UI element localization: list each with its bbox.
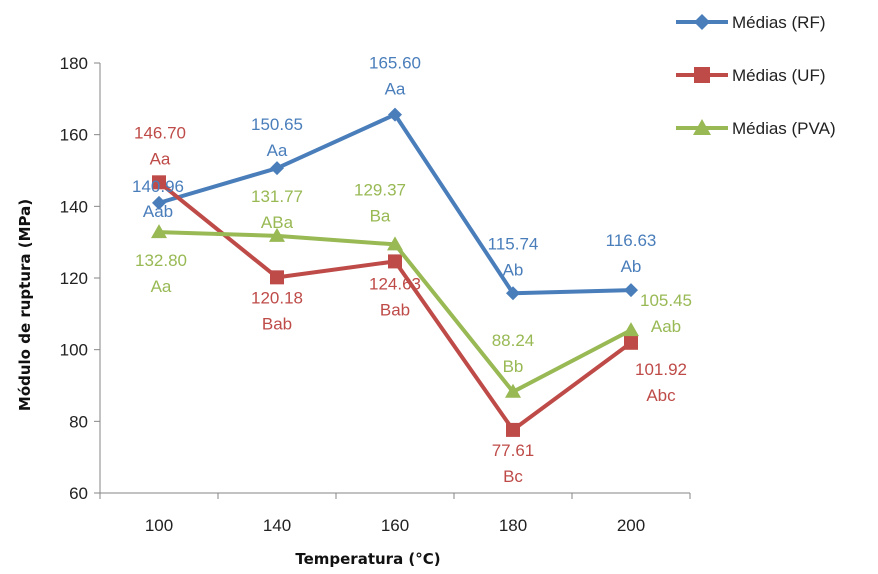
data-point-marker	[623, 322, 639, 337]
legend-entry: Médias (RF)	[732, 13, 826, 32]
data-point-marker	[388, 107, 402, 122]
significance-label: Aa	[150, 149, 171, 168]
significance-label: Bc	[503, 467, 523, 486]
significance-label: Ba	[370, 206, 391, 225]
data-point-marker	[388, 254, 402, 269]
legend-marker	[694, 14, 710, 30]
data-label: 150.65	[251, 115, 303, 134]
significance-label: Ab	[621, 257, 642, 276]
y-tick-label: 180	[60, 54, 88, 73]
data-point-marker	[624, 283, 638, 298]
series-lines	[151, 107, 639, 437]
legend-entry: Médias (PVA)	[732, 119, 836, 138]
data-label: 105.45	[640, 291, 692, 310]
data-label: 129.37	[354, 180, 406, 199]
data-point-marker	[506, 422, 520, 437]
x-tick-label: 200	[617, 516, 645, 535]
significance-label: Aa	[267, 141, 288, 160]
data-label: 88.24	[492, 331, 535, 350]
data-point-marker	[151, 224, 167, 239]
significance-label: Ab	[503, 260, 524, 279]
data-point-marker	[506, 286, 520, 301]
y-tick-label: 140	[60, 197, 88, 216]
data-label: 131.77	[251, 187, 303, 206]
legend-entry: Médias (UF)	[732, 66, 826, 85]
data-label: 124.63	[369, 274, 421, 293]
data-label: 120.18	[251, 288, 303, 307]
data-label: 140.96	[132, 177, 184, 196]
x-axis-title: Temperatura (°C)	[295, 550, 440, 568]
significance-label: ABa	[261, 213, 294, 232]
significance-label: Bab	[262, 314, 292, 333]
data-label: 146.70	[134, 123, 186, 142]
x-tick-label: 160	[381, 516, 409, 535]
data-point-marker	[152, 175, 166, 190]
x-tick-label: 140	[263, 516, 291, 535]
legend: Médias (RF) Médias (UF) Médias (PVA)	[676, 13, 836, 138]
significance-label: Aa	[151, 277, 172, 296]
significance-label: Aa	[385, 80, 406, 99]
significance-label: Aab	[143, 202, 173, 221]
legend-marker	[694, 67, 710, 83]
y-tick-label: 100	[60, 341, 88, 360]
data-label: 116.63	[606, 231, 657, 250]
y-tick-label: 120	[60, 269, 88, 288]
data-point-marker	[505, 383, 521, 398]
data-label: 115.74	[488, 234, 539, 253]
legend-marker	[693, 119, 711, 135]
y-tick-label: 60	[69, 484, 88, 503]
data-point-marker	[387, 236, 403, 251]
y-tick-label: 80	[69, 412, 88, 431]
data-label: 77.61	[492, 441, 535, 460]
data-point-marker	[269, 227, 285, 242]
x-tick-label: 100	[145, 516, 173, 535]
y-tick-label: 160	[60, 126, 88, 145]
data-labels: 140.96 Aab 150.65 Aa 165.60 Aa 115.74 Ab 116.63 A…	[132, 54, 692, 486]
significance-label: Aab	[651, 317, 681, 336]
data-point-marker	[624, 335, 638, 350]
x-tick-label: 180	[499, 516, 527, 535]
significance-label: Bab	[380, 300, 410, 319]
significance-label: Abc	[646, 386, 676, 405]
significance-label: Bb	[503, 357, 524, 376]
data-point-marker	[270, 161, 284, 176]
y-axis-title: Módulo de ruptura (MPa)	[16, 199, 34, 411]
data-label: 165.60	[369, 54, 421, 73]
data-point-marker	[152, 195, 166, 210]
data-point-marker	[270, 270, 284, 285]
axes: 60 80 100 120 140 160 180 100 140 160 180 200	[60, 54, 691, 535]
data-label: 132.80	[135, 251, 187, 270]
data-label: 101.92	[635, 360, 687, 379]
